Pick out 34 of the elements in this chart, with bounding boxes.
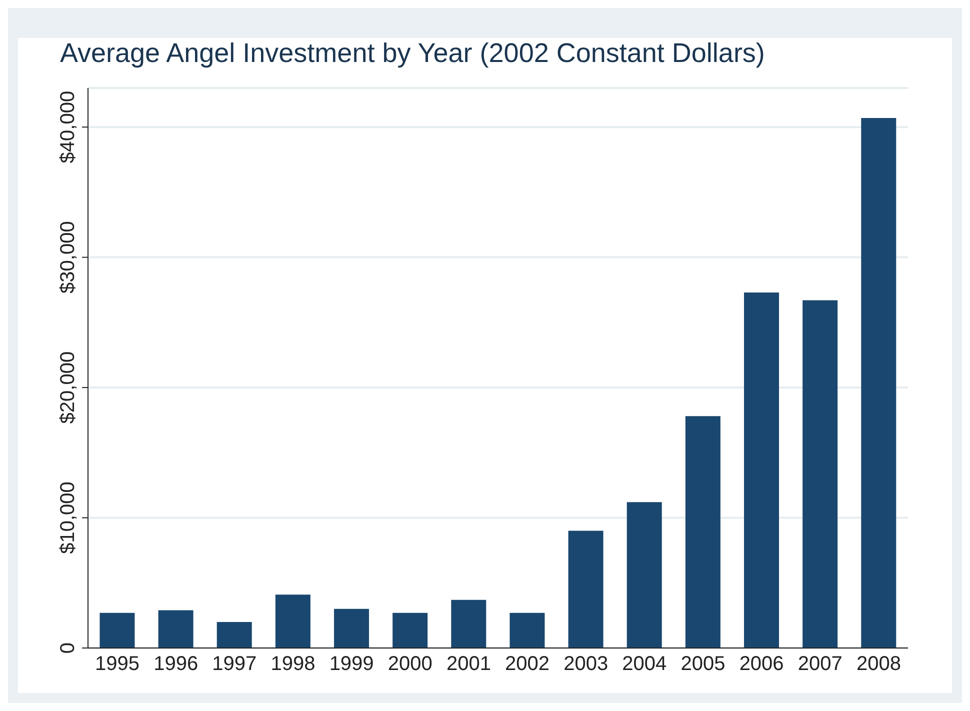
bar (685, 416, 720, 648)
x-tick-label: 2001 (446, 653, 491, 676)
x-tick-label: 2003 (564, 653, 608, 676)
x-tick-label: 2007 (798, 653, 842, 676)
y-tick-label: $20,000 (57, 351, 79, 424)
y-tick-label: $30,000 (57, 221, 79, 294)
bar (510, 612, 545, 648)
bar (626, 502, 662, 648)
y-tick-label: 0 (57, 642, 79, 654)
bar (744, 292, 779, 648)
chart-title: Average Angel Investment by Year (2002 Constant Dollars) (60, 37, 765, 70)
bar (334, 608, 369, 648)
bar (275, 594, 310, 648)
x-tick-label: 1995 (95, 653, 140, 676)
x-tick-label: 2006 (739, 653, 784, 676)
y-tick-label: $10,000 (57, 482, 79, 554)
bar (100, 612, 135, 648)
x-tick-label: 2005 (680, 653, 726, 676)
x-tick-label: 1998 (270, 653, 316, 676)
bar (568, 530, 604, 648)
bar (158, 610, 194, 648)
x-tick-label: 2004 (622, 653, 667, 676)
bar (392, 612, 428, 648)
x-tick-label: 2002 (505, 653, 550, 676)
bar (802, 300, 838, 648)
bar (216, 622, 252, 648)
y-tick-label: $40,000 (57, 90, 79, 164)
bar (451, 600, 486, 648)
x-tick-label: 1997 (212, 653, 257, 676)
x-tick-label: 2008 (856, 653, 901, 676)
x-tick-label: 2000 (388, 653, 432, 676)
x-tick-label: 1996 (154, 653, 198, 676)
bar (861, 118, 896, 648)
x-tick-label: 1999 (329, 653, 374, 676)
